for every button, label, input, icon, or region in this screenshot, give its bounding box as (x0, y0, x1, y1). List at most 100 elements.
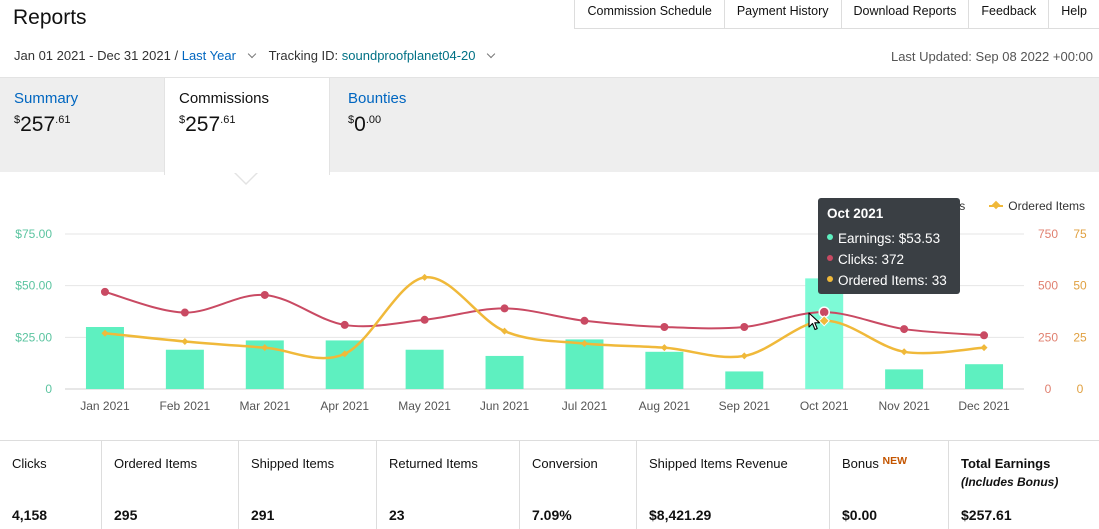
stat-sublabel: (Includes Bonus) (961, 475, 1059, 489)
chart-legend: s Ordered Items (959, 199, 1085, 213)
clicks-axis-tick: 750 (1038, 227, 1058, 241)
earnings-bar (565, 339, 604, 389)
stat-value: 23 (389, 507, 405, 523)
stat-shipped-items: Shipped Items 291 (239, 441, 377, 529)
stat-value: 291 (251, 507, 275, 523)
nav-commission-schedule[interactable]: Commission Schedule (575, 0, 725, 28)
tracking-label: Tracking ID: (268, 48, 339, 63)
tab-bounties[interactable]: Bounties $0.00 (334, 78, 484, 173)
earnings-bar (645, 351, 684, 389)
tooltip-clicks-text: Clicks: 372 (838, 252, 905, 267)
clicks-point (740, 323, 749, 331)
tooltip-ordered-items-text: Ordered Items: 33 (838, 273, 947, 288)
clicks-point (980, 331, 989, 340)
ordered-items-point (660, 344, 668, 352)
active-tab-pointer (235, 172, 257, 183)
x-axis-tick: Nov 2021 (878, 399, 930, 413)
items-axis-tick: 25 (1073, 330, 1087, 344)
ordered-items-point (101, 329, 109, 337)
top-nav: Commission Schedule Payment History Down… (574, 0, 1099, 29)
chart-tooltip: Oct 2021 Earnings: $53.53 Clicks: 372 Or… (818, 198, 960, 294)
tooltip-row-ordered-items: Ordered Items: 33 (827, 270, 951, 291)
legend-item-partial: s (959, 199, 966, 213)
stat-value: $8,421.29 (649, 507, 712, 523)
ordered-items-point (818, 315, 830, 327)
clicks-point (900, 325, 909, 334)
ordered-items-point (421, 273, 429, 281)
earnings-bar (805, 278, 844, 389)
earnings-bar (485, 355, 524, 389)
date-preset: Last Year (181, 48, 236, 63)
legend-marker-icon (989, 205, 1004, 207)
stat-conversion: Conversion 7.09% (520, 441, 637, 529)
stat-value: $0.00 (842, 507, 878, 523)
stat-value: 4,158 (12, 507, 48, 523)
nav-download-reports[interactable]: Download Reports (842, 0, 970, 28)
tab-amount: $0.00 (348, 113, 470, 137)
mouse-cursor-icon (808, 312, 821, 331)
clicks-point (660, 323, 669, 331)
clicks-point (260, 290, 269, 299)
date-range-selector[interactable]: Jan 01 2021 - Dec 31 2021 / Last Year (14, 48, 263, 63)
tab-commissions[interactable]: Commissions $257.61 (164, 78, 330, 175)
clicks-point (580, 316, 589, 325)
x-axis-tick: Jun 2021 (480, 399, 530, 413)
clicks-point (180, 308, 189, 317)
chevron-down-icon (486, 49, 496, 59)
x-axis-tick: Apr 2021 (320, 399, 369, 413)
earnings-bar (965, 364, 1004, 389)
ordered-items-point (341, 350, 349, 358)
tracking-id-value: soundproofplanet04-20 (341, 48, 476, 63)
stat-value: 295 (114, 507, 138, 523)
left-axis-tick: $75.00 (15, 227, 52, 241)
ordered-items-point (980, 344, 988, 352)
left-axis-tick: $25.00 (15, 330, 52, 344)
stat-label: Returned Items (389, 456, 478, 471)
clicks-point (500, 304, 509, 313)
new-badge: NEW (882, 455, 908, 467)
x-axis-tick: Mar 2021 (239, 399, 290, 413)
amount-cents: .61 (220, 114, 236, 126)
tab-label: Commissions (179, 90, 270, 107)
stat-value: 7.09% (532, 507, 572, 523)
ordered-items-dot-icon (827, 276, 833, 283)
nav-help[interactable]: Help (1061, 4, 1087, 18)
commissions-chart: $75.00 750 75$50.00 500 50$25.00 250 250 0 0Jan … (15, 227, 1087, 413)
tooltip-row-clicks: Clicks: 372 (827, 249, 951, 270)
x-axis-tick: Jan 2021 (80, 399, 130, 413)
tracking-id-selector[interactable]: Tracking ID: soundproofplanet04-20 (269, 48, 503, 63)
tab-summary[interactable]: Summary $257.61 (0, 78, 164, 173)
tab-amount: $257.61 (179, 113, 315, 137)
ordered-items-point (900, 348, 908, 356)
x-axis-tick: Dec 2021 (958, 399, 1010, 413)
items-axis-tick: 50 (1073, 279, 1087, 293)
ordered-items-point (261, 344, 269, 352)
clicks-point (340, 320, 349, 329)
x-axis-tick: Aug 2021 (639, 399, 691, 413)
clicks-point (420, 315, 429, 324)
stat-label: Conversion (532, 456, 598, 471)
clicks-axis-tick: 500 (1038, 279, 1058, 293)
amount-cents: .00 (365, 114, 382, 126)
earnings-bar (405, 349, 444, 389)
ordered-items-point (501, 327, 509, 335)
amount-whole: 257 (20, 113, 56, 136)
x-axis-tick: Feb 2021 (160, 399, 211, 413)
stat-ordered-items: Ordered Items 295 (102, 441, 239, 529)
stat-label: Shipped Items (251, 456, 335, 471)
nav-feedback[interactable]: Feedback (969, 0, 1050, 28)
date-range-text: Jan 01 2021 - Dec 31 2021 (14, 48, 171, 63)
amount-cents: .61 (55, 114, 71, 126)
legend-item-ordered-items[interactable]: Ordered Items (989, 199, 1085, 213)
nav-payment-history[interactable]: Payment History (725, 0, 842, 28)
stat-value: $257.61 (961, 507, 1012, 523)
stat-label-text: Bonus (842, 456, 879, 471)
stat-bonus: Bonus NEW $0.00 (830, 441, 949, 529)
earnings-bar (885, 369, 924, 389)
tooltip-row-earnings: Earnings: $53.53 (827, 228, 951, 249)
stat-returned-items: Returned Items 23 (377, 441, 520, 529)
stat-shipped-items-revenue: Shipped Items Revenue $8,421.29 (637, 441, 830, 529)
currency-symbol: $ (348, 114, 355, 126)
stats-bar: Clicks 4,158 Ordered Items 295 Shipped I… (0, 440, 1099, 529)
